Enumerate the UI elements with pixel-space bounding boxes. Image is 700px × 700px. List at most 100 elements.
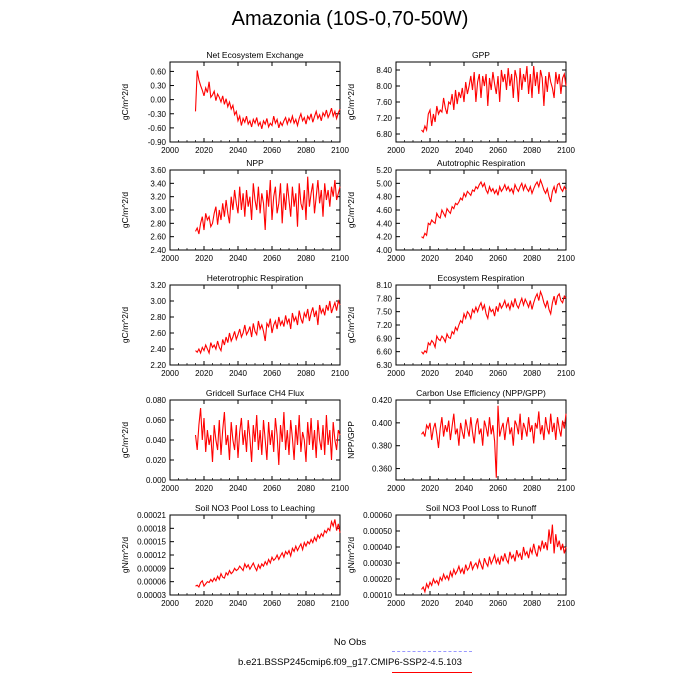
panel-9-x-tick-label: 2080	[297, 599, 315, 608]
legend-obs-label: No Obs	[333, 637, 367, 648]
panel-8-y-tick-label: 0.400	[372, 419, 393, 428]
panel-6-y-tick-label: 6.60	[376, 348, 392, 357]
panel-5-series-line	[195, 299, 341, 355]
panel-5-x-tick-label: 2080	[297, 369, 315, 378]
panel-7-y-tick-label: 0.000	[146, 476, 167, 485]
panel-2-x-tick-label: 2100	[557, 146, 575, 155]
panel-5-frame	[169, 284, 341, 366]
panel-4-y-tick-label: 4.20	[376, 233, 392, 242]
legend-model-label: b.e21.BSSP245cmip6.f09_g17.CMIP6-SSP2-4.…	[238, 657, 462, 668]
panel-9-y-tick-label: 0.00006	[137, 578, 166, 587]
panel-8-y-tick-label: 0.420	[372, 396, 393, 405]
panel-5-x-tick-label: 2020	[195, 369, 213, 378]
panel-7-y-tick-label: 0.080	[146, 396, 167, 405]
panel-9-frame	[169, 514, 341, 596]
panel-1-y-tick-label: -0.60	[148, 124, 167, 133]
panel-7-x-tick-label: 2000	[161, 484, 179, 493]
panel-10-y-tick-label: 0.00040	[363, 543, 392, 552]
panel-6-x-tick-label: 2060	[489, 369, 507, 378]
panel-8-title: Carbon Use Efficiency (NPP/GPP)	[416, 388, 546, 398]
panel-8-y-tick-label: 0.360	[372, 465, 393, 474]
panel-3-x-tick-label: 2000	[161, 254, 179, 263]
panel-3-y-tick-label: 3.20	[150, 193, 166, 202]
panel-9-x-tick-label: 2100	[331, 599, 349, 608]
panel-6-y-tick-label: 8.10	[376, 281, 392, 290]
panel-1-title: Net Ecosystem Exchange	[206, 50, 304, 60]
panel-10-x-tick-label: 2080	[523, 599, 541, 608]
panel-9-y-tick-label: 0.00021	[137, 511, 166, 520]
panel-3-x-tick-label: 2100	[331, 254, 349, 263]
panel-1-x-tick-label: 2000	[161, 146, 179, 155]
panel-9-series-line	[195, 519, 341, 589]
panel-10-x-tick-label: 2060	[489, 599, 507, 608]
panel-10-y-tick-label: 0.00020	[363, 575, 392, 584]
panel-5-y-tick-label: 2.80	[150, 313, 166, 322]
panel-10-frame	[395, 514, 567, 596]
panel-5-x-tick-label: 2000	[161, 369, 179, 378]
panel-1-series-line	[194, 70, 341, 129]
panel-10-series-line	[421, 524, 567, 594]
panel-8-x-tick-label: 2100	[557, 484, 575, 493]
panel-9-y-tick-label: 0.00012	[137, 551, 166, 560]
legend-obs-line	[392, 651, 472, 652]
panel-8-x-tick-label: 2000	[387, 484, 405, 493]
panel-2-title: GPP	[472, 50, 490, 60]
panel-4-x-tick-label: 2040	[455, 254, 473, 263]
figure-title: Amazonia (10S-0,70-50W)	[231, 8, 469, 30]
panel-2-y-tick-label: 8.00	[376, 82, 392, 91]
panel-1-y-tick-label: 0.30	[150, 82, 166, 91]
panel-6-title: Ecosystem Respiration	[438, 273, 525, 283]
panel-10-y-tick-label: 0.00050	[363, 527, 392, 536]
panel-7-x-tick-label: 2100	[331, 484, 349, 493]
panel-8-x-tick-label: 2040	[455, 484, 473, 493]
panel-3-y-tick-label: 3.00	[150, 206, 166, 215]
panel-1-x-tick-label: 2100	[331, 146, 349, 155]
panel-9-x-tick-label: 2060	[263, 599, 281, 608]
panel-4-y-tick-label: 4.00	[376, 246, 392, 255]
legend-model-line	[392, 672, 472, 673]
panel-10-y-tick-label: 0.00060	[363, 511, 392, 520]
panel-1-x-tick-label: 2060	[263, 146, 281, 155]
panel-4-y-tick-label: 4.80	[376, 193, 392, 202]
panel-9-x-tick-label: 2040	[229, 599, 247, 608]
panel-8-y-tick-label: 0.380	[372, 442, 393, 451]
panel-6-x-tick-label: 2080	[523, 369, 541, 378]
panel-7-x-tick-label: 2020	[195, 484, 213, 493]
panel-3-y-tick-label: 3.60	[150, 166, 166, 175]
panel-3-title: NPP	[246, 158, 264, 168]
panel-4-y-tick-label: 5.00	[376, 179, 392, 188]
panel-8-series-line	[421, 405, 567, 478]
panel-3-y-tick-label: 2.40	[150, 246, 166, 255]
panel-2-y-tick-label: 8.40	[376, 66, 392, 75]
panel-3-x-tick-label: 2040	[229, 254, 247, 263]
panel-8-x-tick-label: 2020	[421, 484, 439, 493]
panel-2-y-tick-label: 6.80	[376, 130, 392, 139]
panel-10-ylabel: gN/m^2/d	[346, 537, 356, 573]
panel-3-y-tick-label: 2.60	[150, 233, 166, 242]
panel-2-series-line	[421, 65, 567, 134]
panel-3-y-tick-label: 2.80	[150, 219, 166, 228]
panel-4-x-tick-label: 2020	[421, 254, 439, 263]
panel-7-x-tick-label: 2060	[263, 484, 281, 493]
panel-1-ylabel: gC/m^2/d	[120, 84, 130, 120]
panel-5-y-tick-label: 2.60	[150, 329, 166, 338]
panel-10-x-tick-label: 2020	[421, 599, 439, 608]
panel-7-x-tick-label: 2040	[229, 484, 247, 493]
panel-7-y-tick-label: 0.060	[146, 416, 167, 425]
panel-6-y-tick-label: 7.20	[376, 321, 392, 330]
panel-6-x-tick-label: 2040	[455, 369, 473, 378]
panel-3-ylabel: gC/m^2/d	[120, 192, 130, 228]
panel-4-x-tick-label: 2080	[523, 254, 541, 263]
panel-2-x-tick-label: 2060	[489, 146, 507, 155]
panel-7-y-tick-label: 0.040	[146, 436, 167, 445]
panel-8-x-tick-label: 2080	[523, 484, 541, 493]
panel-2-x-tick-label: 2020	[421, 146, 439, 155]
panel-1-x-tick-label: 2040	[229, 146, 247, 155]
panel-3-x-tick-label: 2080	[297, 254, 315, 263]
panel-3-series-line	[195, 176, 341, 235]
panel-9-y-tick-label: 0.00015	[137, 538, 166, 547]
panel-10-x-tick-label: 2000	[387, 599, 405, 608]
panel-2-y-tick-label: 7.20	[376, 114, 392, 123]
panel-8-frame	[395, 399, 567, 481]
